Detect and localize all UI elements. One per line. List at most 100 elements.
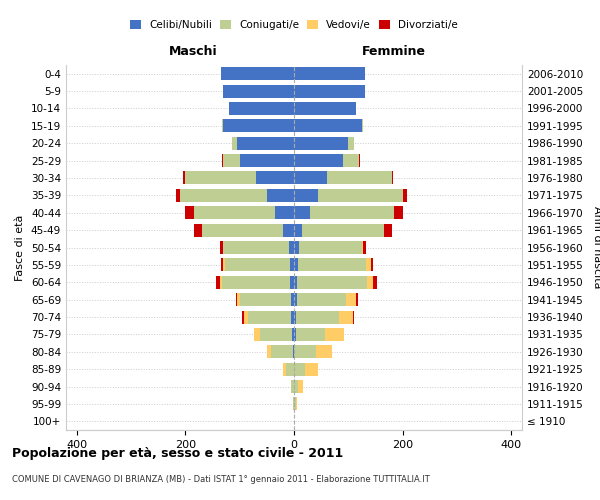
Bar (294, 241, 364, 254)
Bar (232, 136, 294, 149)
Bar (194, 206, 294, 220)
Bar (240, 154, 294, 167)
Bar (294, 154, 359, 167)
Text: Popolazione per età, sesso e stato civile - 2011: Popolazione per età, sesso e stato civil… (12, 448, 343, 460)
Bar (286, 362, 294, 376)
Bar (294, 276, 377, 289)
Bar (194, 224, 294, 236)
Bar (294, 380, 298, 393)
Bar (293, 346, 294, 358)
Bar (294, 293, 358, 306)
Text: COMUNE DI CAVENAGO DI BRIANZA (MB) - Dati ISTAT 1° gennaio 2011 - Elaborazione T: COMUNE DI CAVENAGO DI BRIANZA (MB) - Dat… (12, 476, 430, 484)
Bar (223, 120, 294, 132)
Bar (236, 293, 294, 306)
Bar (294, 380, 302, 393)
Bar (229, 102, 294, 115)
Bar (223, 84, 294, 98)
Bar (294, 362, 319, 376)
Bar (294, 136, 354, 149)
Bar (291, 380, 294, 393)
Bar (294, 84, 365, 98)
Bar (283, 362, 294, 376)
Bar (283, 224, 294, 236)
Bar (202, 224, 294, 236)
Bar (237, 293, 294, 306)
Bar (294, 241, 366, 254)
Bar (216, 276, 294, 289)
Bar (180, 189, 294, 202)
Legend: Celibi/Nubili, Coniugati/e, Vedovi/e, Divorziati/e: Celibi/Nubili, Coniugati/e, Vedovi/e, Di… (126, 16, 462, 34)
Bar (294, 206, 310, 220)
Bar (293, 398, 294, 410)
Bar (240, 293, 294, 306)
Bar (291, 310, 294, 324)
Bar (294, 120, 364, 132)
Bar (294, 328, 344, 341)
Bar (267, 346, 294, 358)
Bar (294, 102, 356, 115)
Bar (294, 328, 325, 341)
Bar (294, 102, 356, 115)
Bar (271, 346, 294, 358)
Bar (294, 206, 394, 220)
Bar (294, 189, 403, 202)
Bar (294, 189, 403, 202)
Bar (229, 102, 294, 115)
Bar (294, 84, 365, 98)
Bar (237, 136, 294, 149)
Bar (294, 120, 364, 132)
Bar (294, 293, 346, 306)
Bar (242, 310, 294, 324)
Bar (294, 102, 356, 115)
Bar (294, 362, 305, 376)
Bar (294, 241, 362, 254)
Bar (290, 276, 294, 289)
Text: Femmine: Femmine (362, 44, 427, 58)
Bar (294, 398, 297, 410)
Bar (223, 258, 294, 272)
Bar (185, 172, 294, 184)
Bar (290, 258, 294, 272)
Bar (294, 67, 365, 80)
Bar (220, 276, 294, 289)
Bar (223, 154, 294, 167)
Bar (222, 120, 294, 132)
Bar (267, 189, 294, 202)
Bar (294, 398, 297, 410)
Bar (294, 224, 302, 236)
Bar (221, 258, 294, 272)
Bar (294, 310, 296, 324)
Bar (294, 67, 365, 80)
Bar (176, 189, 294, 202)
Bar (229, 102, 294, 115)
Bar (294, 189, 319, 202)
Y-axis label: Fasce di età: Fasce di età (16, 214, 25, 280)
Bar (294, 120, 362, 132)
Bar (294, 172, 326, 184)
Bar (294, 293, 356, 306)
Bar (294, 346, 332, 358)
Bar (294, 154, 343, 167)
Bar (223, 84, 294, 98)
Bar (283, 362, 294, 376)
Bar (294, 84, 365, 98)
Bar (291, 380, 294, 393)
Bar (294, 136, 354, 149)
Bar (254, 328, 294, 341)
Bar (244, 310, 294, 324)
Bar (292, 328, 294, 341)
Bar (294, 84, 365, 98)
Bar (294, 328, 296, 341)
Bar (294, 102, 356, 115)
Bar (223, 241, 294, 254)
Bar (275, 206, 294, 220)
Bar (222, 120, 294, 132)
Bar (294, 189, 407, 202)
Bar (289, 241, 294, 254)
Bar (294, 120, 364, 132)
Bar (294, 224, 383, 236)
Bar (224, 258, 294, 272)
Text: Maschi: Maschi (169, 44, 218, 58)
Bar (185, 206, 294, 220)
Bar (267, 346, 294, 358)
